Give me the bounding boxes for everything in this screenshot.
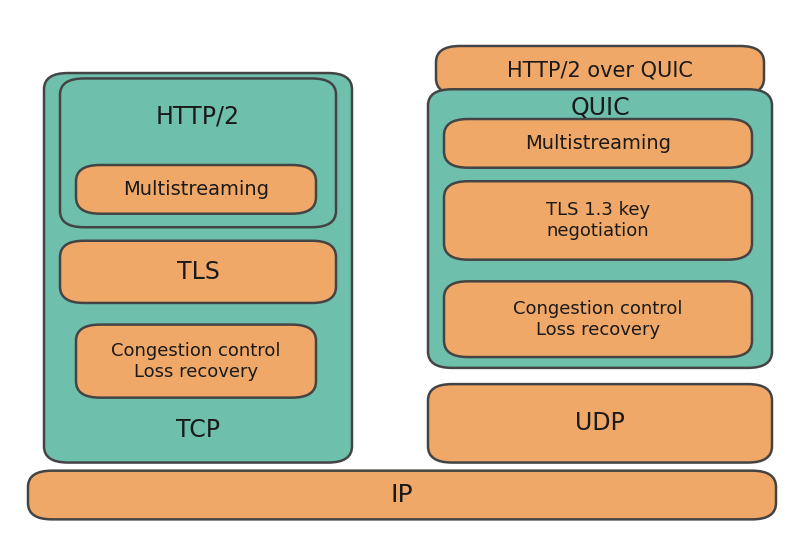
Text: HTTP/2: HTTP/2 (155, 104, 240, 128)
FancyBboxPatch shape (444, 119, 752, 168)
FancyBboxPatch shape (60, 78, 336, 227)
Text: HTTP/2 over QUIC: HTTP/2 over QUIC (507, 61, 693, 80)
Text: IP: IP (390, 483, 414, 507)
Text: UDP: UDP (575, 411, 625, 436)
FancyBboxPatch shape (428, 384, 772, 463)
Text: Multistreaming: Multistreaming (123, 180, 269, 199)
FancyBboxPatch shape (60, 241, 336, 303)
FancyBboxPatch shape (76, 325, 316, 398)
FancyBboxPatch shape (76, 165, 316, 214)
Text: Congestion control
Loss recovery: Congestion control Loss recovery (111, 342, 281, 380)
Text: TLS 1.3 key
negotiation: TLS 1.3 key negotiation (546, 201, 650, 240)
FancyBboxPatch shape (436, 46, 764, 95)
FancyBboxPatch shape (444, 281, 752, 357)
FancyBboxPatch shape (444, 181, 752, 260)
Text: Congestion control
Loss recovery: Congestion control Loss recovery (514, 300, 682, 339)
Text: QUIC: QUIC (570, 96, 630, 120)
Text: TCP: TCP (176, 418, 219, 442)
FancyBboxPatch shape (28, 471, 776, 519)
FancyBboxPatch shape (428, 89, 772, 368)
FancyBboxPatch shape (44, 73, 352, 463)
Text: Multistreaming: Multistreaming (525, 134, 671, 153)
Text: TLS: TLS (177, 260, 219, 284)
